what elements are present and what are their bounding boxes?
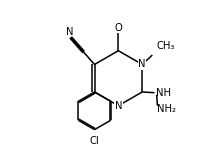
Text: O: O [115, 23, 122, 33]
Text: N: N [115, 101, 122, 111]
Text: NH: NH [156, 88, 171, 98]
Text: NH₂: NH₂ [157, 104, 176, 114]
Text: N: N [66, 27, 74, 37]
Text: N: N [138, 59, 146, 69]
Text: Cl: Cl [90, 136, 99, 146]
Text: CH₃: CH₃ [157, 41, 175, 51]
